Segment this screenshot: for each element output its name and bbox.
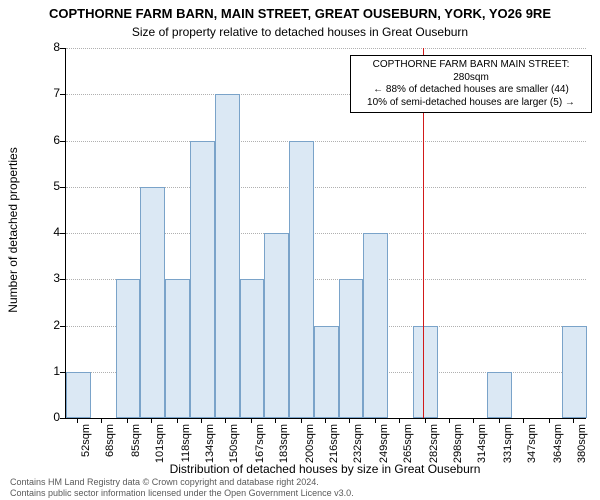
x-tick-mark (549, 418, 550, 423)
histogram-bar (339, 279, 364, 418)
x-tick-mark (349, 418, 350, 423)
x-tick-mark (177, 418, 178, 423)
chart-title-line2: Size of property relative to detached ho… (0, 25, 600, 39)
y-tick-label: 4 (30, 225, 60, 239)
histogram-bar (413, 326, 438, 419)
y-tick-label: 3 (30, 271, 60, 285)
histogram-bar (363, 233, 388, 418)
x-tick-mark (375, 418, 376, 423)
annotation-line2: ← 88% of detached houses are smaller (44… (356, 84, 586, 97)
footer-line1: Contains HM Land Registry data © Crown c… (10, 477, 354, 487)
y-tick-mark (60, 326, 65, 327)
x-tick-mark (225, 418, 226, 423)
annotation-line1: COPTHORNE FARM BARN MAIN STREET: 280sqm (356, 59, 586, 84)
y-tick-label: 6 (30, 133, 60, 147)
histogram-bar (487, 372, 512, 418)
x-tick-mark (101, 418, 102, 423)
x-tick-mark (449, 418, 450, 423)
histogram-bar (140, 187, 165, 418)
x-tick-mark (77, 418, 78, 423)
histogram-bar (289, 141, 314, 419)
y-tick-mark (60, 187, 65, 188)
y-tick-label: 0 (30, 410, 60, 424)
footer-attribution: Contains HM Land Registry data © Crown c… (10, 477, 354, 498)
x-tick-mark (523, 418, 524, 423)
x-tick-mark (151, 418, 152, 423)
y-tick-label: 8 (30, 40, 60, 54)
histogram-bar (215, 94, 240, 418)
y-tick-mark (60, 233, 65, 234)
y-tick-mark (60, 94, 65, 95)
annotation-line3: 10% of semi-detached houses are larger (… (356, 97, 586, 110)
y-tick-mark (60, 372, 65, 373)
histogram-bar (314, 326, 339, 419)
histogram-bar (165, 279, 190, 418)
histogram-bar (116, 279, 141, 418)
y-tick-label: 1 (30, 364, 60, 378)
x-tick-mark (201, 418, 202, 423)
x-tick-mark (425, 418, 426, 423)
histogram-bar (240, 279, 265, 418)
x-tick-mark (499, 418, 500, 423)
y-tick-mark (60, 279, 65, 280)
x-tick-mark (301, 418, 302, 423)
histogram-bar (264, 233, 289, 418)
grid-line (66, 141, 586, 142)
histogram-bar (66, 372, 91, 418)
y-tick-label: 7 (30, 86, 60, 100)
y-tick-label: 5 (30, 179, 60, 193)
y-tick-mark (60, 48, 65, 49)
footer-line2: Contains public sector information licen… (10, 488, 354, 498)
chart-title-line1: COPTHORNE FARM BARN, MAIN STREET, GREAT … (0, 6, 600, 21)
y-tick-label: 2 (30, 318, 60, 332)
y-tick-mark (60, 418, 65, 419)
histogram-bar (190, 141, 215, 419)
x-tick-mark (573, 418, 574, 423)
x-tick-mark (399, 418, 400, 423)
x-axis-label: Distribution of detached houses by size … (65, 462, 585, 476)
x-tick-mark (473, 418, 474, 423)
histogram-bar (562, 326, 587, 419)
x-tick-mark (275, 418, 276, 423)
x-tick-mark (251, 418, 252, 423)
y-tick-mark (60, 141, 65, 142)
x-tick-mark (325, 418, 326, 423)
chart-container: COPTHORNE FARM BARN, MAIN STREET, GREAT … (0, 0, 600, 500)
grid-line (66, 48, 586, 49)
x-tick-mark (127, 418, 128, 423)
annotation-box: COPTHORNE FARM BARN MAIN STREET: 280sqm … (350, 55, 592, 113)
